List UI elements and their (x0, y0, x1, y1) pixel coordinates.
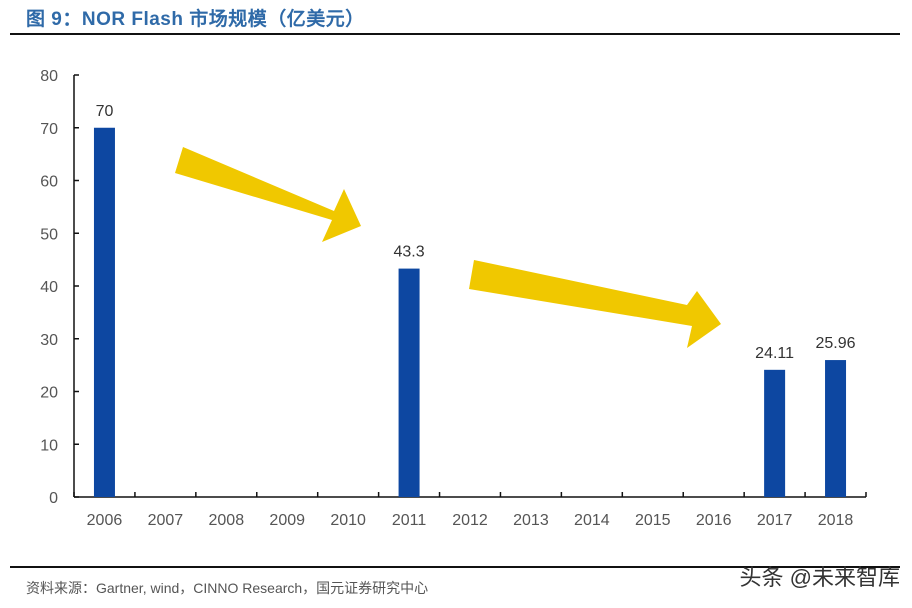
bar-2017 (764, 369, 786, 497)
x-tick-label: 2007 (148, 512, 184, 529)
x-tick-label: 2017 (757, 512, 793, 529)
bar-2018 (825, 360, 847, 497)
data-label: 24.11 (755, 345, 794, 362)
data-label: 43.3 (394, 244, 425, 261)
y-tick-label: 50 (40, 226, 58, 243)
chart-title: 图 9：NOR Flash 市场规模（亿美元） (26, 9, 365, 30)
source-note: 资料来源：Gartner, wind，CINNO Research，国元证券研究… (26, 580, 429, 596)
y-tick-label: 0 (49, 490, 58, 507)
x-tick-label: 2008 (209, 512, 245, 529)
y-tick-label: 10 (40, 437, 58, 454)
x-tick-label: 2006 (87, 512, 123, 529)
bar-2006 (93, 127, 115, 497)
y-tick-label: 60 (40, 174, 58, 191)
x-tick-label: 2011 (392, 512, 427, 529)
watermark: 头条 @未来智库 (739, 565, 900, 590)
y-tick-label: 30 (40, 332, 58, 349)
y-tick-label: 80 (40, 68, 58, 85)
x-tick-label: 2013 (513, 512, 549, 529)
x-tick-label: 2015 (635, 512, 671, 529)
title-divider (10, 33, 900, 35)
y-tick-label: 40 (40, 279, 58, 296)
x-tick-label: 2012 (452, 512, 488, 529)
y-tick-label: 20 (40, 385, 58, 402)
bar-chart: 0 10 20 30 40 50 60 70 80 2006 70 2007 2008 2009 2010 2… (40, 68, 867, 529)
x-tick-label: 2014 (574, 512, 610, 529)
x-tick-label: 2009 (269, 512, 305, 529)
footer-divider (10, 566, 900, 568)
data-label: 70 (96, 103, 114, 120)
bar-2011 (398, 268, 420, 497)
trend-arrow-2 (469, 260, 721, 348)
data-label: 25.96 (816, 335, 856, 352)
x-tick-label: 2016 (696, 512, 732, 529)
x-tick-label: 2018 (818, 512, 854, 529)
y-tick-label: 70 (40, 121, 58, 138)
x-tick-label: 2010 (330, 512, 366, 529)
trend-arrow-1 (175, 147, 361, 242)
